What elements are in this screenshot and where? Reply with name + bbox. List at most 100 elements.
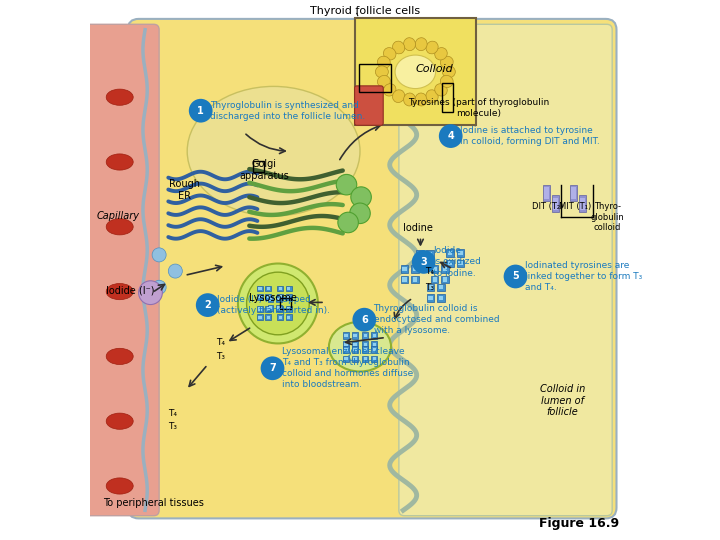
Text: 7: 7 <box>269 363 276 373</box>
Bar <box>441 265 449 273</box>
Bar <box>579 195 586 212</box>
Bar <box>411 276 419 284</box>
Text: Thyro-
globulin
colloid: Thyro- globulin colloid <box>590 202 624 232</box>
Bar <box>265 306 271 312</box>
Bar <box>287 307 290 310</box>
Ellipse shape <box>107 219 133 235</box>
Circle shape <box>196 293 220 317</box>
Bar <box>413 267 418 271</box>
Text: Iodinated tyrosines are
linked together to form T₃
and T₄.: Iodinated tyrosines are linked together … <box>525 261 642 292</box>
Ellipse shape <box>107 478 133 494</box>
Bar <box>258 307 261 310</box>
Text: T₃: T₃ <box>216 352 225 361</box>
Text: Colloid in
lumen of
follicle: Colloid in lumen of follicle <box>540 384 585 417</box>
Bar <box>277 286 283 292</box>
FancyBboxPatch shape <box>399 24 612 516</box>
Bar <box>433 278 437 281</box>
FancyBboxPatch shape <box>355 86 383 125</box>
Bar <box>373 348 376 352</box>
Bar <box>371 341 377 348</box>
Bar <box>257 306 263 312</box>
Ellipse shape <box>426 41 438 54</box>
Bar <box>444 267 448 271</box>
Bar <box>277 298 281 301</box>
Text: Thyroglobulin colloid is
endocytosed and combined
with a lysosome.: Thyroglobulin colloid is endocytosed and… <box>374 304 499 335</box>
Text: Thyroglobulin is synthesized and
discharged into the follicle lumen.: Thyroglobulin is synthesized and dischar… <box>210 100 366 121</box>
Bar <box>571 187 576 199</box>
Bar <box>402 278 407 281</box>
Bar <box>351 347 358 353</box>
Text: Iodine: Iodine <box>403 223 433 233</box>
Text: T₄: T₄ <box>216 339 225 347</box>
Bar <box>364 334 367 338</box>
Bar <box>287 295 290 298</box>
Circle shape <box>152 248 166 262</box>
Bar <box>553 198 558 210</box>
Bar <box>269 298 272 301</box>
Text: T₄: T₄ <box>168 409 176 417</box>
Text: Iodine is attached to tyrosine
in colloid, forming DIT and MIT.: Iodine is attached to tyrosine in colloi… <box>460 126 600 146</box>
Bar <box>428 296 433 300</box>
Bar <box>543 185 550 201</box>
Text: Tyrosines (part of thyroglobulin
molecule): Tyrosines (part of thyroglobulin molecul… <box>408 98 549 118</box>
Bar <box>354 348 357 352</box>
Bar <box>277 294 283 300</box>
Bar <box>343 333 349 339</box>
Bar <box>351 355 358 362</box>
Bar <box>418 262 422 266</box>
Bar <box>343 341 349 348</box>
Bar <box>268 296 274 302</box>
Bar <box>428 262 433 266</box>
Bar <box>279 295 282 298</box>
Bar <box>276 296 282 302</box>
Bar <box>355 18 476 125</box>
Bar <box>446 249 454 256</box>
Text: 3: 3 <box>420 257 427 267</box>
Bar <box>570 185 577 201</box>
Text: 5: 5 <box>512 272 519 281</box>
Text: Lysosome: Lysosome <box>248 293 297 303</box>
Circle shape <box>353 308 376 332</box>
Ellipse shape <box>384 84 396 96</box>
Bar <box>415 261 423 268</box>
Bar <box>456 249 464 256</box>
Circle shape <box>350 203 370 224</box>
Bar <box>257 294 263 300</box>
Bar <box>364 357 367 360</box>
Bar <box>433 267 437 271</box>
Ellipse shape <box>107 89 133 105</box>
Bar <box>266 287 270 290</box>
Bar <box>446 260 454 267</box>
Bar <box>428 252 433 256</box>
Ellipse shape <box>377 76 390 87</box>
Bar <box>373 357 376 360</box>
Bar <box>400 265 408 273</box>
Text: Lysosomal enzymes cleave
T₄ and T₃ from thyroglobulin
colloid and hormones diffu: Lysosomal enzymes cleave T₄ and T₃ from … <box>282 347 413 389</box>
Bar <box>286 314 292 320</box>
Bar <box>351 333 358 339</box>
Bar <box>362 341 369 348</box>
Ellipse shape <box>441 76 453 87</box>
Text: To peripheral tissues: To peripheral tissues <box>103 498 204 508</box>
Text: Colloid: Colloid <box>415 64 454 74</box>
Bar <box>439 285 444 289</box>
Text: 1: 1 <box>197 106 204 116</box>
Text: Rough
ER: Rough ER <box>169 179 200 201</box>
Bar <box>257 314 263 320</box>
Bar <box>343 347 349 353</box>
Text: MIT (T₁): MIT (T₁) <box>559 202 591 211</box>
Bar <box>371 333 377 339</box>
Ellipse shape <box>442 66 455 78</box>
Bar <box>411 265 419 273</box>
Bar <box>277 314 283 320</box>
FancyBboxPatch shape <box>85 24 159 516</box>
Bar <box>257 286 263 292</box>
Bar <box>268 305 274 310</box>
Bar <box>258 315 261 319</box>
Text: 4: 4 <box>447 131 454 141</box>
Bar <box>362 355 369 362</box>
Bar <box>437 284 445 291</box>
Ellipse shape <box>404 93 415 106</box>
Ellipse shape <box>426 90 438 103</box>
Bar <box>276 305 282 310</box>
